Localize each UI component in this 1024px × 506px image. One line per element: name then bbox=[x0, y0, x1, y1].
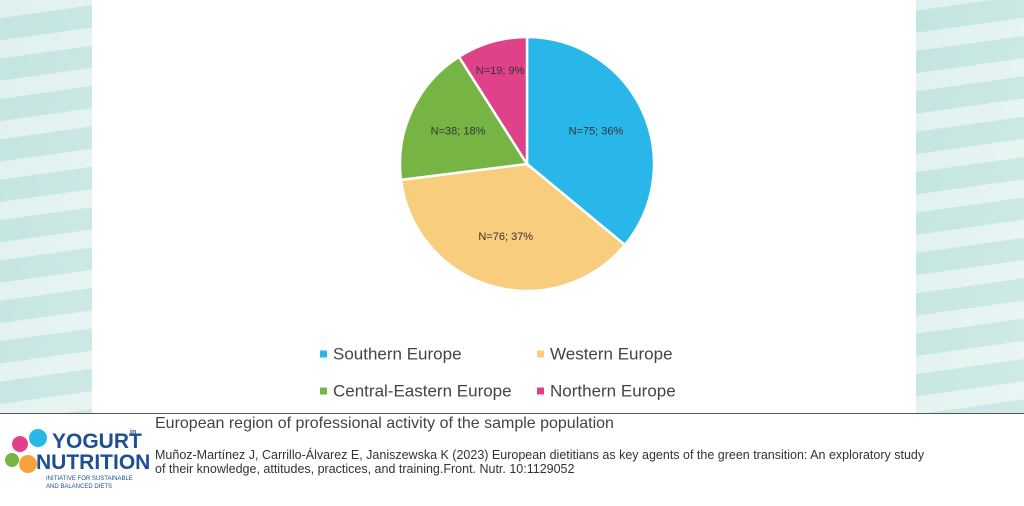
logo-in: in bbox=[130, 429, 137, 436]
caption: European region of professional activity… bbox=[155, 415, 614, 432]
logo-yogurt: YOGURT bbox=[52, 430, 142, 453]
legend-label: Southern Europe bbox=[333, 344, 462, 363]
pie-slice bbox=[399, 162, 627, 293]
pie-slice bbox=[525, 35, 656, 247]
footer bbox=[0, 413, 1024, 506]
logo-nutrition: NUTRITION bbox=[36, 451, 151, 474]
legend-label: Central-Eastern Europe bbox=[333, 381, 512, 400]
legend-label: Northern Europe bbox=[550, 381, 676, 400]
legend-swatch bbox=[537, 387, 544, 395]
legend-swatch bbox=[320, 387, 327, 395]
legend-label: Western Europe bbox=[550, 344, 673, 363]
logo-tagline: INITIATIVE FOR SUSTAINABLE bbox=[46, 476, 133, 482]
legend-swatch bbox=[320, 350, 327, 358]
citation: Muñoz-Martínez J, Carrillo-Álvarez E, Ja… bbox=[155, 448, 925, 476]
logo-tagline: AND BALANCED DIETS bbox=[46, 484, 113, 490]
data-label: N=38; 18% bbox=[431, 125, 486, 137]
pie-slice bbox=[457, 35, 529, 169]
pie-slice bbox=[398, 55, 530, 182]
data-label: N=76; 37% bbox=[478, 231, 533, 243]
logo-icon bbox=[5, 429, 47, 473]
data-label: N=75; 36% bbox=[569, 125, 624, 137]
legend-swatch bbox=[537, 350, 544, 358]
data-label: N=19; 9% bbox=[476, 65, 525, 77]
chart: N=75; 36% N=76; 37% N=38; 18% N=19; 9% South… bbox=[320, 35, 676, 400]
